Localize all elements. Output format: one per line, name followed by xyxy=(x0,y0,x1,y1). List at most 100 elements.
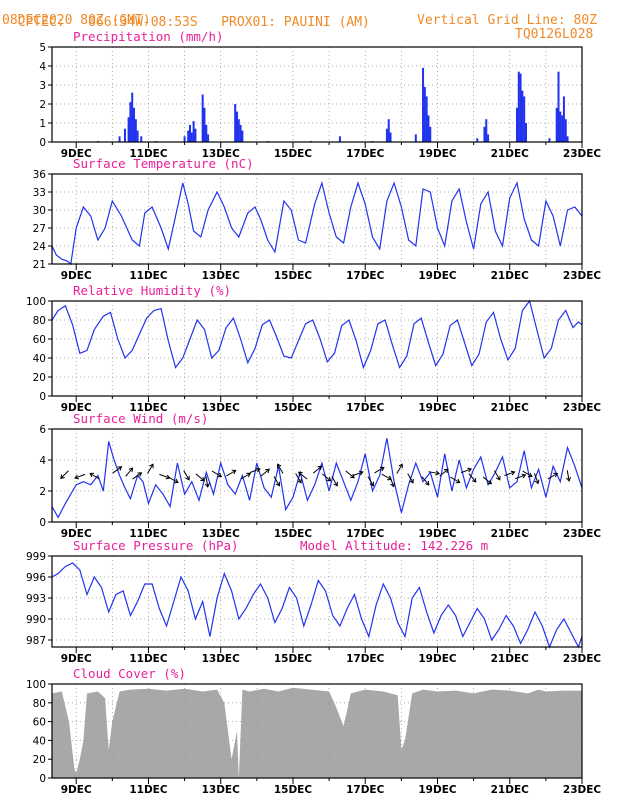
rh-title: Relative Humidity (%) xyxy=(73,283,231,298)
wind-arrowhead-4 xyxy=(128,467,134,473)
cloud-ytick-label-5: 100 xyxy=(26,679,46,691)
wind-arrowhead-0 xyxy=(60,474,65,480)
precip-ytick-label-3: 3 xyxy=(39,80,46,92)
wind-arrow-6 xyxy=(147,463,154,474)
precip-bar-30 xyxy=(385,128,388,142)
temp-xtick-label-0: 9DEC xyxy=(61,270,92,282)
wind-xtick-label-3: 15DEC xyxy=(274,528,313,540)
wind-arrowhead-38 xyxy=(487,479,493,485)
wind-arrowhead-43 xyxy=(534,479,540,485)
wind-arrowhead-21 xyxy=(317,465,323,471)
wind-arrow-42 xyxy=(522,470,533,477)
press-xtick-label-4: 17DEC xyxy=(346,653,385,665)
wind-arrow-18 xyxy=(277,463,284,474)
precip-bar-55 xyxy=(564,119,567,142)
precip-bar-51 xyxy=(557,71,560,142)
wind-arrowhead-40 xyxy=(510,470,516,476)
wind-arrow-13 xyxy=(226,470,236,477)
precip-bar-18 xyxy=(203,107,206,142)
wind-arrow-3 xyxy=(112,466,122,474)
temp-ytick-label-2: 27 xyxy=(33,223,46,235)
cloud-xtick-label-6: 21DEC xyxy=(491,784,530,796)
precip-bar-25 xyxy=(241,130,244,142)
precip-bar-11 xyxy=(183,136,186,142)
wind-arrow-16 xyxy=(260,468,270,477)
precip-bar-20 xyxy=(207,134,210,142)
precip-bar-33 xyxy=(414,134,417,142)
temp-ytick-label-0: 21 xyxy=(33,259,46,271)
rh-xtick-label-2: 13DEC xyxy=(202,402,241,414)
wind-arrowhead-25 xyxy=(358,470,364,476)
press-xtick-label-2: 13DEC xyxy=(202,653,241,665)
wind-arrowhead-32 xyxy=(424,480,430,486)
wind-arrowhead-36 xyxy=(467,467,473,473)
wind-arrowhead-14 xyxy=(246,472,252,478)
wind-arrowhead-17 xyxy=(275,481,281,487)
press-frame xyxy=(51,555,583,648)
cloud-xtick-label-4: 17DEC xyxy=(346,784,385,796)
wind-arrowhead-3 xyxy=(117,466,123,471)
precip-bar-17 xyxy=(201,94,204,142)
wind-arrow-25 xyxy=(352,471,364,477)
press-series-line xyxy=(51,562,583,649)
press-xtick-label-6: 21DEC xyxy=(491,653,530,665)
precip-bar-44 xyxy=(517,71,520,142)
cloud-xtick-label-2: 13DEC xyxy=(202,784,241,796)
wind-arrowhead-33 xyxy=(435,470,441,476)
precip-bar-36 xyxy=(425,96,428,142)
wind-arrowhead-37 xyxy=(471,477,477,483)
wind-arrow-44 xyxy=(547,473,558,480)
wind-arrow-14 xyxy=(240,473,251,480)
precip-xtick-label-2: 13DEC xyxy=(202,148,241,160)
temp-ytick-label-3: 30 xyxy=(33,205,46,217)
wind-arrowhead-31 xyxy=(409,478,414,484)
temp-xtick-label-2: 13DEC xyxy=(202,270,241,282)
rh-xtick-label-6: 21DEC xyxy=(491,402,530,414)
precip-bar-8 xyxy=(136,130,139,142)
rh-xtick-label-7: 23DEC xyxy=(563,402,602,414)
wind-arrowhead-29 xyxy=(390,482,395,488)
precip-xtick-label-7: 23DEC xyxy=(563,148,602,160)
temp-title: Surface Temperature (nC) xyxy=(73,156,254,171)
wind-xtick-label-2: 13DEC xyxy=(202,528,241,540)
rh-xtick-label-5: 19DEC xyxy=(418,402,457,414)
wind-arrow-23 xyxy=(331,476,338,487)
wind-arrowhead-19 xyxy=(297,478,302,484)
wind-arrow-45 xyxy=(566,470,570,481)
precip-bar-16 xyxy=(194,128,197,142)
precip-bar-37 xyxy=(427,115,430,142)
wind-arrow-27 xyxy=(374,467,385,474)
cloud-ytick-label-0: 0 xyxy=(39,773,46,785)
precip-bar-49 xyxy=(548,138,551,142)
cloud-ytick-label-3: 60 xyxy=(33,717,46,729)
wind-arrowhead-16 xyxy=(265,468,270,474)
press-ytick-label-4: 999 xyxy=(26,551,46,563)
wind-arrowhead-44 xyxy=(553,472,559,478)
precip-bar-23 xyxy=(237,119,240,142)
wind-arrowhead-22 xyxy=(326,476,332,482)
cloud-ytick-label-1: 20 xyxy=(33,754,46,766)
precip-bar-14 xyxy=(190,132,193,142)
header-model-id: TQ0126L028 xyxy=(515,27,594,42)
wind-arrow-38 xyxy=(482,476,492,485)
cloud-title: Cloud Cover (%) xyxy=(73,666,186,681)
precip-bar-19 xyxy=(205,124,208,142)
precip-bar-34 xyxy=(422,67,425,142)
wind-arrow-19 xyxy=(295,473,302,484)
rh-ytick-label-2: 40 xyxy=(33,353,46,365)
wind-arrow-5 xyxy=(132,472,142,480)
wind-arrow-32 xyxy=(421,476,430,486)
wind-arrowhead-27 xyxy=(379,466,385,472)
press-xtick-label-1: 11DEC xyxy=(129,653,168,665)
wind-arrowhead-10 xyxy=(200,476,205,482)
press-annotation: Model Altitude: 142.226 m xyxy=(300,538,488,553)
wind-arrow-7 xyxy=(159,473,170,479)
cloud-xtick-label-5: 19DEC xyxy=(418,784,457,796)
precip-bar-38 xyxy=(429,126,432,142)
rh-xtick-label-3: 15DEC xyxy=(274,402,313,414)
wind-arrow-2 xyxy=(89,473,100,480)
precip-bar-2 xyxy=(123,128,126,142)
wind-arrow-24 xyxy=(345,470,355,479)
wind-arrowhead-12 xyxy=(217,472,223,478)
wind-ytick-label-0: 0 xyxy=(39,517,46,529)
